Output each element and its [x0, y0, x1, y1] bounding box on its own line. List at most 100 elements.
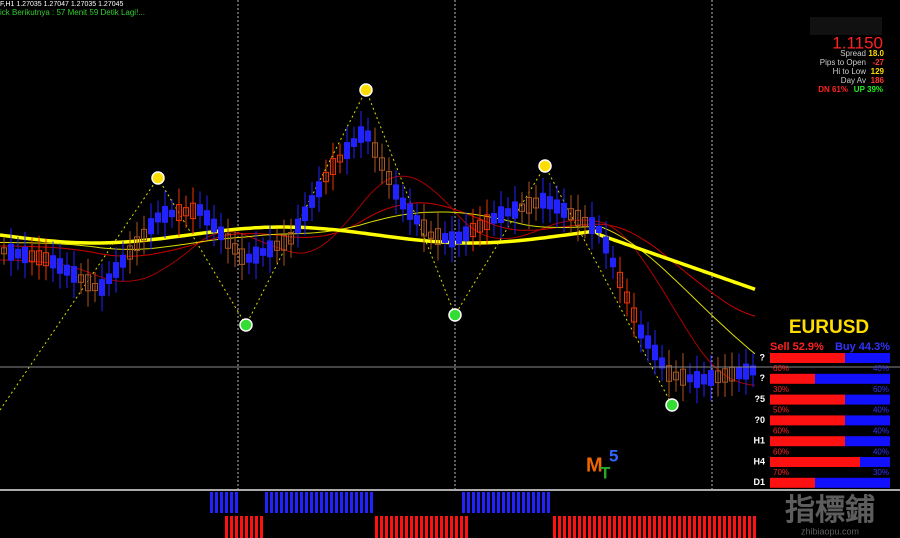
candle-body: [239, 248, 245, 265]
candle-body: [274, 240, 280, 251]
candle-body: [15, 248, 21, 259]
histogram-bar: [497, 492, 500, 513]
timeframe-label: D1: [753, 477, 765, 487]
histogram-bar: [340, 492, 343, 513]
histogram-bar: [492, 492, 495, 513]
candle-body: [316, 181, 322, 198]
candle-body: [92, 282, 98, 292]
candle-body: [246, 253, 252, 263]
candle-body: [330, 158, 336, 175]
histogram-bar: [633, 516, 636, 538]
candle-body: [351, 138, 357, 147]
candle-body: [638, 324, 644, 339]
sell-bar: [770, 415, 845, 426]
histogram-bar: [450, 516, 453, 538]
down-pct: DN 61%: [818, 85, 848, 94]
buy-pct-row: 40%: [873, 427, 889, 436]
candle-body: [365, 130, 371, 142]
histogram-bar: [593, 516, 596, 538]
histogram-bar: [643, 516, 646, 538]
histogram-bar: [225, 492, 228, 513]
candle-body: [512, 201, 518, 219]
symbol: EURUSD: [789, 317, 869, 338]
candle-body: [610, 257, 616, 268]
histogram-bar: [628, 516, 631, 538]
histogram-bar: [405, 516, 408, 538]
histogram-bar: [210, 492, 213, 513]
candle-body: [134, 236, 140, 252]
histogram-bar: [240, 516, 243, 538]
candle-body: [302, 206, 308, 221]
info-value: 186: [871, 76, 885, 85]
candle-body: [99, 279, 105, 296]
histogram-bar: [245, 516, 248, 538]
candle-body: [50, 255, 56, 269]
candle-body: [519, 203, 525, 212]
histogram-bar: [698, 516, 701, 538]
candle-body: [701, 374, 707, 385]
timeframe-label: ?0: [754, 415, 765, 425]
histogram-bar: [290, 492, 293, 513]
candle-body: [386, 171, 392, 185]
candle-body: [589, 217, 595, 235]
histogram-bar: [220, 492, 223, 513]
histogram-bar: [465, 516, 468, 538]
candle-body: [393, 184, 399, 200]
histogram-bar: [658, 516, 661, 538]
buy-pct-row: 60%: [873, 385, 889, 394]
histogram-bar: [663, 516, 666, 538]
histogram-bar: [487, 492, 490, 513]
candle-body: [687, 374, 693, 383]
candle-body: [295, 218, 301, 234]
candle-body: [106, 273, 112, 285]
info-label: Hi to Low: [833, 67, 867, 76]
histogram-bar: [547, 492, 550, 513]
candle-body: [533, 197, 539, 209]
timeframe-label: ?5: [754, 394, 765, 404]
histogram-bar: [365, 492, 368, 513]
sell-bar: [770, 457, 860, 467]
signal: [538, 159, 552, 173]
histogram-bar: [230, 492, 233, 513]
candle-body: [281, 234, 287, 251]
histogram-bar: [618, 516, 621, 538]
candle-body: [554, 199, 560, 214]
histogram-bar: [553, 516, 556, 538]
watermark: 指標鋪: [785, 493, 875, 527]
histogram-bar: [215, 492, 218, 513]
histogram-bar: [385, 516, 388, 538]
histogram-bar: [395, 516, 398, 538]
countdown: ick Berikutnya : 57 Menit 59 Detik Lagi!…: [0, 8, 145, 17]
histogram-bar: [230, 516, 233, 538]
logo-m: M: [586, 454, 603, 476]
candle-body: [29, 250, 35, 263]
candle-body: [36, 250, 42, 266]
histogram-bar: [415, 516, 418, 538]
candle-body: [526, 197, 532, 214]
histogram-bar: [482, 492, 485, 513]
candle-body: [722, 368, 728, 383]
histogram-bar: [430, 516, 433, 538]
candle-body: [190, 202, 196, 220]
histogram-bar: [517, 492, 520, 513]
sell-bar: [770, 436, 845, 447]
indicator-line: [0, 225, 756, 291]
histogram-bar: [275, 492, 278, 513]
candle-body: [78, 274, 84, 283]
histogram-bar: [738, 516, 741, 538]
candle-body: [183, 207, 189, 217]
candle-body: [414, 215, 420, 225]
histogram-bar: [743, 516, 746, 538]
histogram-bar: [713, 516, 716, 538]
histogram-bar: [255, 516, 258, 538]
histogram-bar: [440, 516, 443, 538]
histogram-bar: [295, 492, 298, 513]
histogram-bar: [568, 516, 571, 538]
candle-body: [736, 366, 742, 380]
buy-bar: [815, 477, 890, 488]
histogram-bar: [300, 492, 303, 513]
histogram-bar: [613, 516, 616, 538]
histogram-bar: [235, 492, 238, 513]
